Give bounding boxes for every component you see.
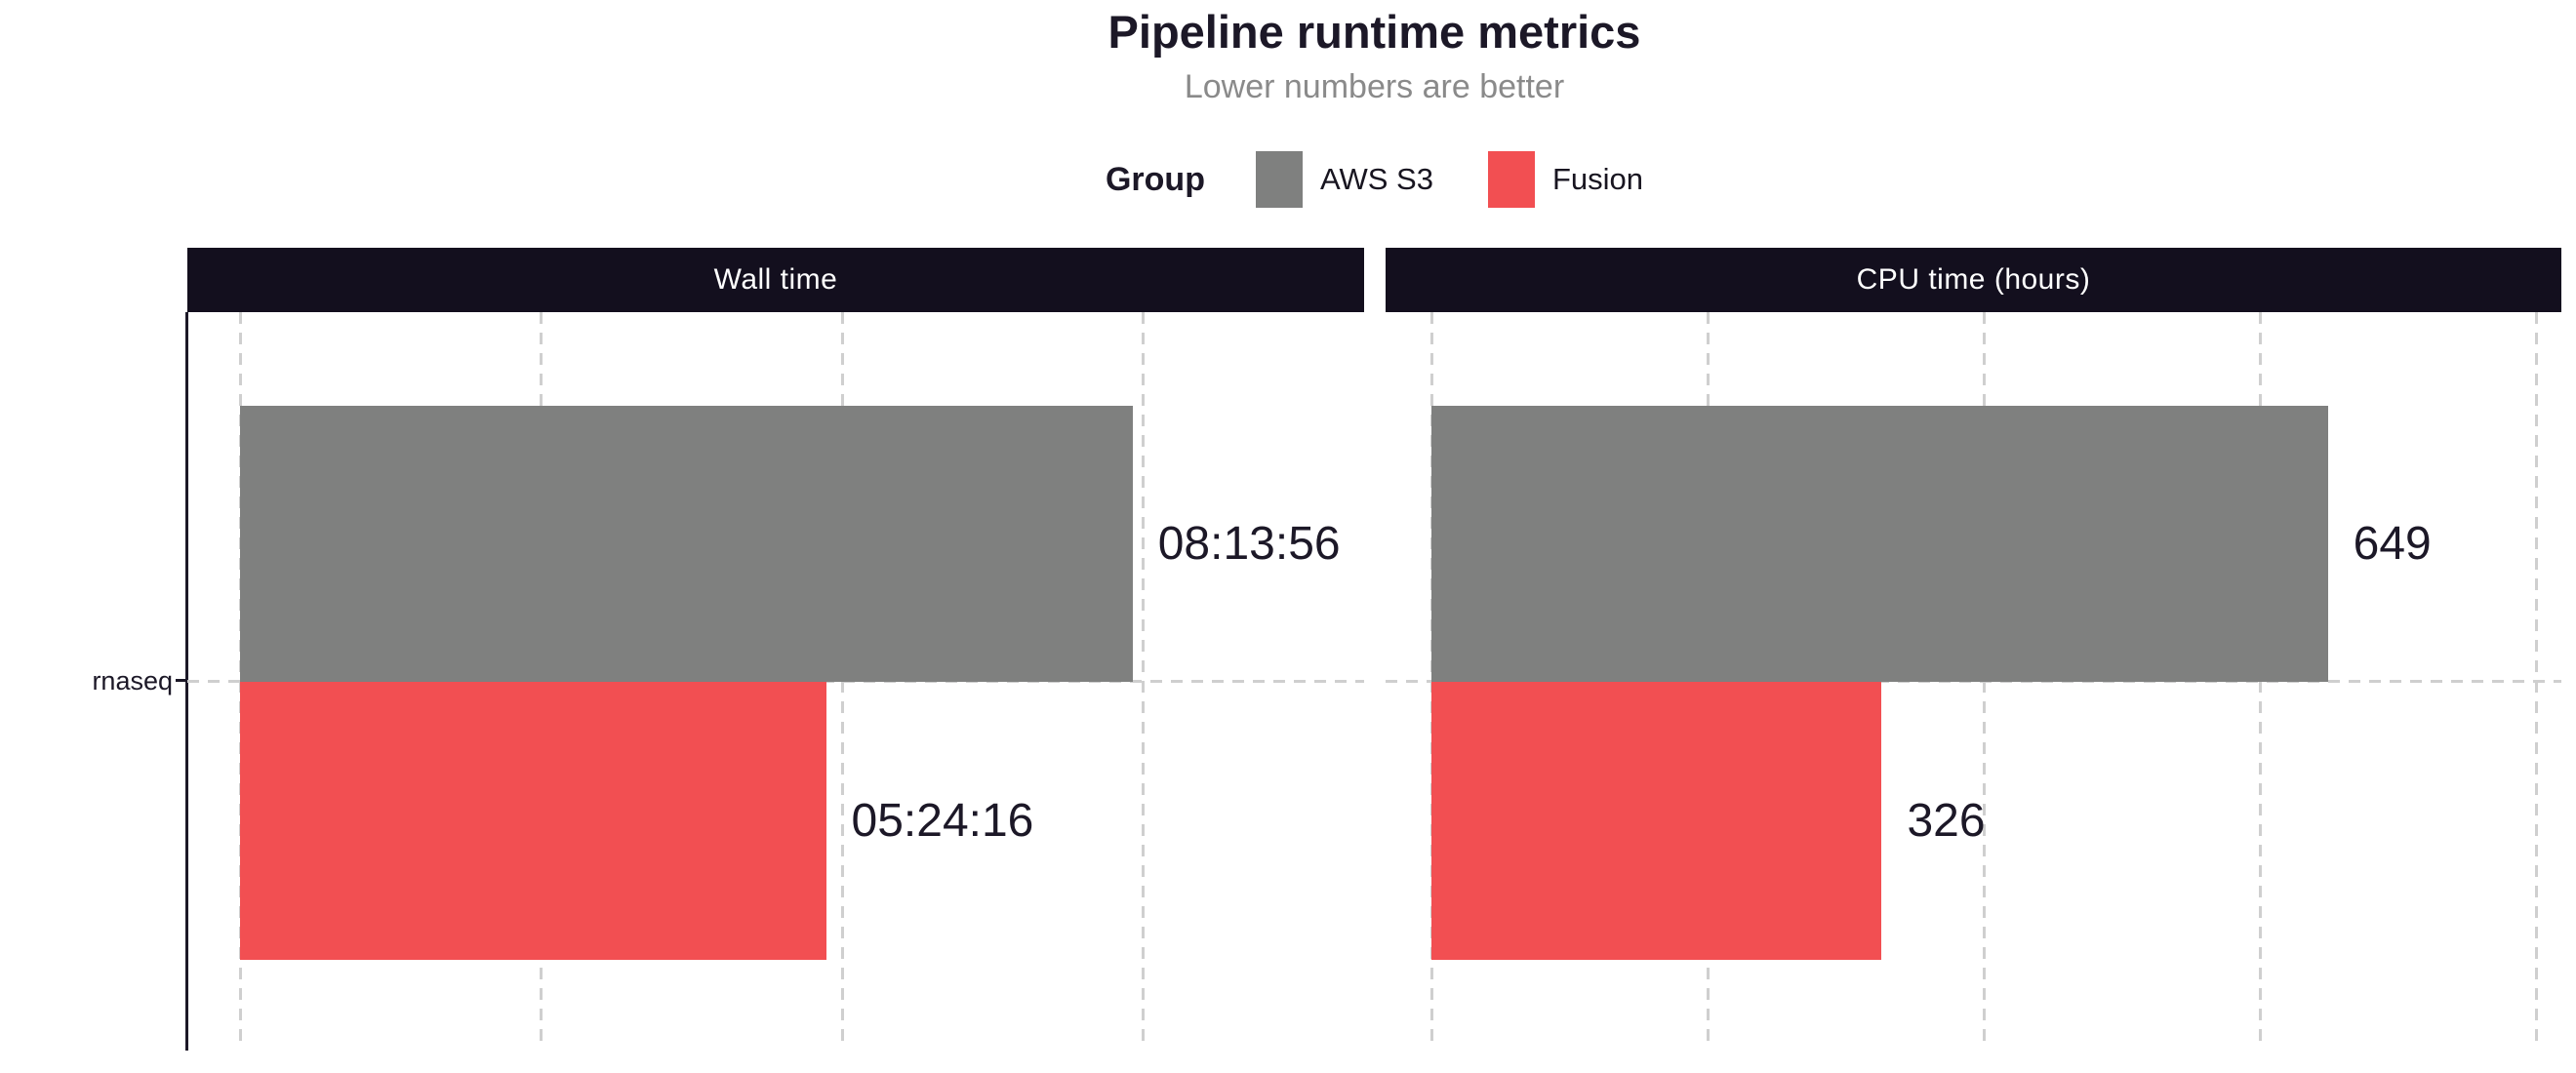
bar-fusion (1431, 682, 1882, 960)
legend-swatch (1487, 151, 1535, 208)
facet-panel-cpu-time: CPU time (hours) 649 326 (1386, 248, 2561, 1050)
chart-title: Pipeline runtime metrics (1107, 6, 1641, 58)
bar-aws-s3 (1431, 406, 2328, 682)
y-axis-line (185, 312, 188, 1051)
bar-aws-s3 (240, 406, 1133, 682)
bar-value-label: 05:24:16 (851, 795, 1034, 847)
facet-title: CPU time (hours) (1856, 263, 2091, 296)
plot-area-cpu-time: 649 326 (1386, 312, 2561, 1050)
bar-value-label: 326 (1907, 795, 1986, 847)
y-axis-category-label: rnaseq (92, 666, 173, 695)
legend-item-fusion: Fusion (1487, 151, 1644, 208)
legend: Group AWS S3 Fusion (187, 144, 2561, 215)
plot-area-wall-time: 08:13:56 05:24:16 (187, 312, 1364, 1050)
y-axis-tick (176, 679, 186, 682)
legend-label: Fusion (1551, 162, 1644, 196)
legend-title: Group (1105, 160, 1205, 198)
facet-strip-cpu-time: CPU time (hours) (1386, 248, 2561, 312)
legend-items: AWS S3 Fusion (1255, 151, 1644, 208)
bar-fusion (240, 682, 826, 960)
legend-label: AWS S3 (1319, 162, 1433, 196)
legend-item-aws-s3: AWS S3 (1255, 151, 1433, 208)
bar-value-label: 649 (2353, 518, 2432, 570)
bar-value-label: 08:13:56 (1157, 518, 1341, 570)
facet-panel-wall-time: Wall time 08:13:56 05:24:16 (187, 248, 1364, 1050)
legend-swatch (1255, 151, 1303, 208)
facet-title: Wall time (713, 263, 838, 296)
facet-strip-wall-time: Wall time (187, 248, 1364, 312)
chart-subtitle: Lower numbers are better (1184, 68, 1565, 105)
